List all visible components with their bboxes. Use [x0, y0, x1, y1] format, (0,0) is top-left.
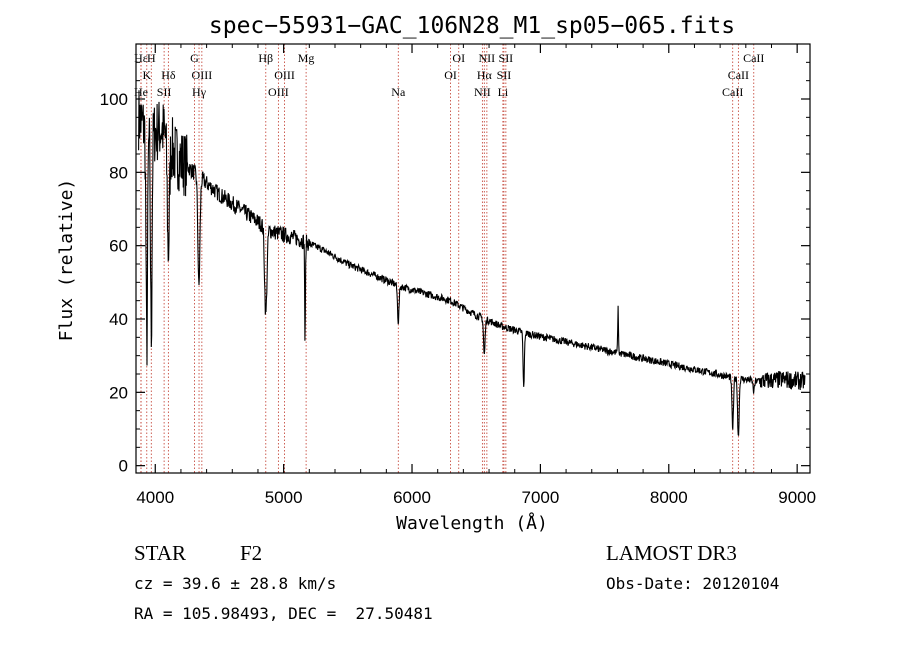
- redshift-velocity: cz = 39.6 ± 28.8 km/s: [134, 574, 337, 593]
- y-tick-label: 60: [109, 237, 128, 256]
- reference-line-label: OIII: [268, 85, 289, 99]
- reference-line-label: Hα: [477, 68, 493, 82]
- y-axis: 0 20 40 60 80 100: [100, 61, 810, 476]
- reference-line-label: SII: [157, 85, 172, 99]
- reference-line-label: Hε: [134, 51, 148, 65]
- reference-line-label: Hδ: [161, 68, 176, 82]
- y-tick-label: 100: [100, 90, 128, 109]
- plot-frame: [135, 43, 811, 474]
- y-tick-label: 40: [109, 310, 128, 329]
- x-tick-label: 9000: [778, 488, 816, 507]
- reference-line-label: CaII: [743, 51, 764, 65]
- reference-lines: [140, 44, 755, 473]
- reference-line-label: Na: [391, 85, 406, 99]
- survey-name: LAMOST DR3: [606, 541, 737, 565]
- reference-line-labels: HεHeKHSIIHδGHγOIIIHβOIIIOIIIMgNaOIOINIIN…: [134, 51, 764, 99]
- x-tick-label: 8000: [650, 488, 688, 507]
- chart-title: spec−55931−GAC_106N28_M1_sp05−065.fits: [209, 13, 735, 39]
- reference-line-label: NII: [479, 51, 496, 65]
- reference-line-label: OI: [444, 68, 457, 82]
- reference-line-label: SII: [499, 51, 514, 65]
- x-tick-label: 5000: [265, 488, 303, 507]
- ra-dec-coordinates: RA = 105.98493, DEC = 27.50481: [134, 604, 433, 623]
- x-tick-label: 4000: [136, 488, 174, 507]
- reference-line-label: Hγ: [192, 85, 207, 99]
- observation-date: Obs-Date: 20120104: [606, 574, 780, 593]
- y-tick-label: 0: [119, 457, 128, 476]
- x-tick-label: 6000: [393, 488, 431, 507]
- reference-line-label: Li: [498, 85, 509, 99]
- reference-line-label: OIII: [192, 68, 213, 82]
- reference-line-label: He: [134, 85, 148, 99]
- reference-line-label: CaII: [722, 85, 743, 99]
- reference-line-label: OIII: [274, 68, 295, 82]
- reference-line-label: H: [147, 51, 156, 65]
- reference-line-label: G: [190, 51, 199, 65]
- reference-line-label: OI: [452, 51, 465, 65]
- object-class: STAR: [134, 541, 186, 565]
- reference-line-label: Hβ: [258, 51, 273, 65]
- y-tick-label: 80: [109, 163, 128, 182]
- object-subclass: F2: [240, 541, 263, 565]
- reference-line-label: Mg: [298, 51, 315, 65]
- reference-line-label: CaII: [728, 68, 749, 82]
- x-tick-label: 7000: [521, 488, 559, 507]
- y-tick-label: 20: [109, 383, 128, 402]
- x-axis-label: Wavelength (Å): [396, 512, 548, 534]
- y-axis-label: Flux (relative): [56, 179, 77, 342]
- reference-line-label: NII: [474, 85, 491, 99]
- spectrum-series-line: [138, 90, 806, 436]
- reference-line-label: SII: [497, 68, 512, 82]
- reference-line-label: K: [142, 68, 151, 82]
- x-axis: 4000 5000 6000 7000 8000 9000: [136, 44, 816, 507]
